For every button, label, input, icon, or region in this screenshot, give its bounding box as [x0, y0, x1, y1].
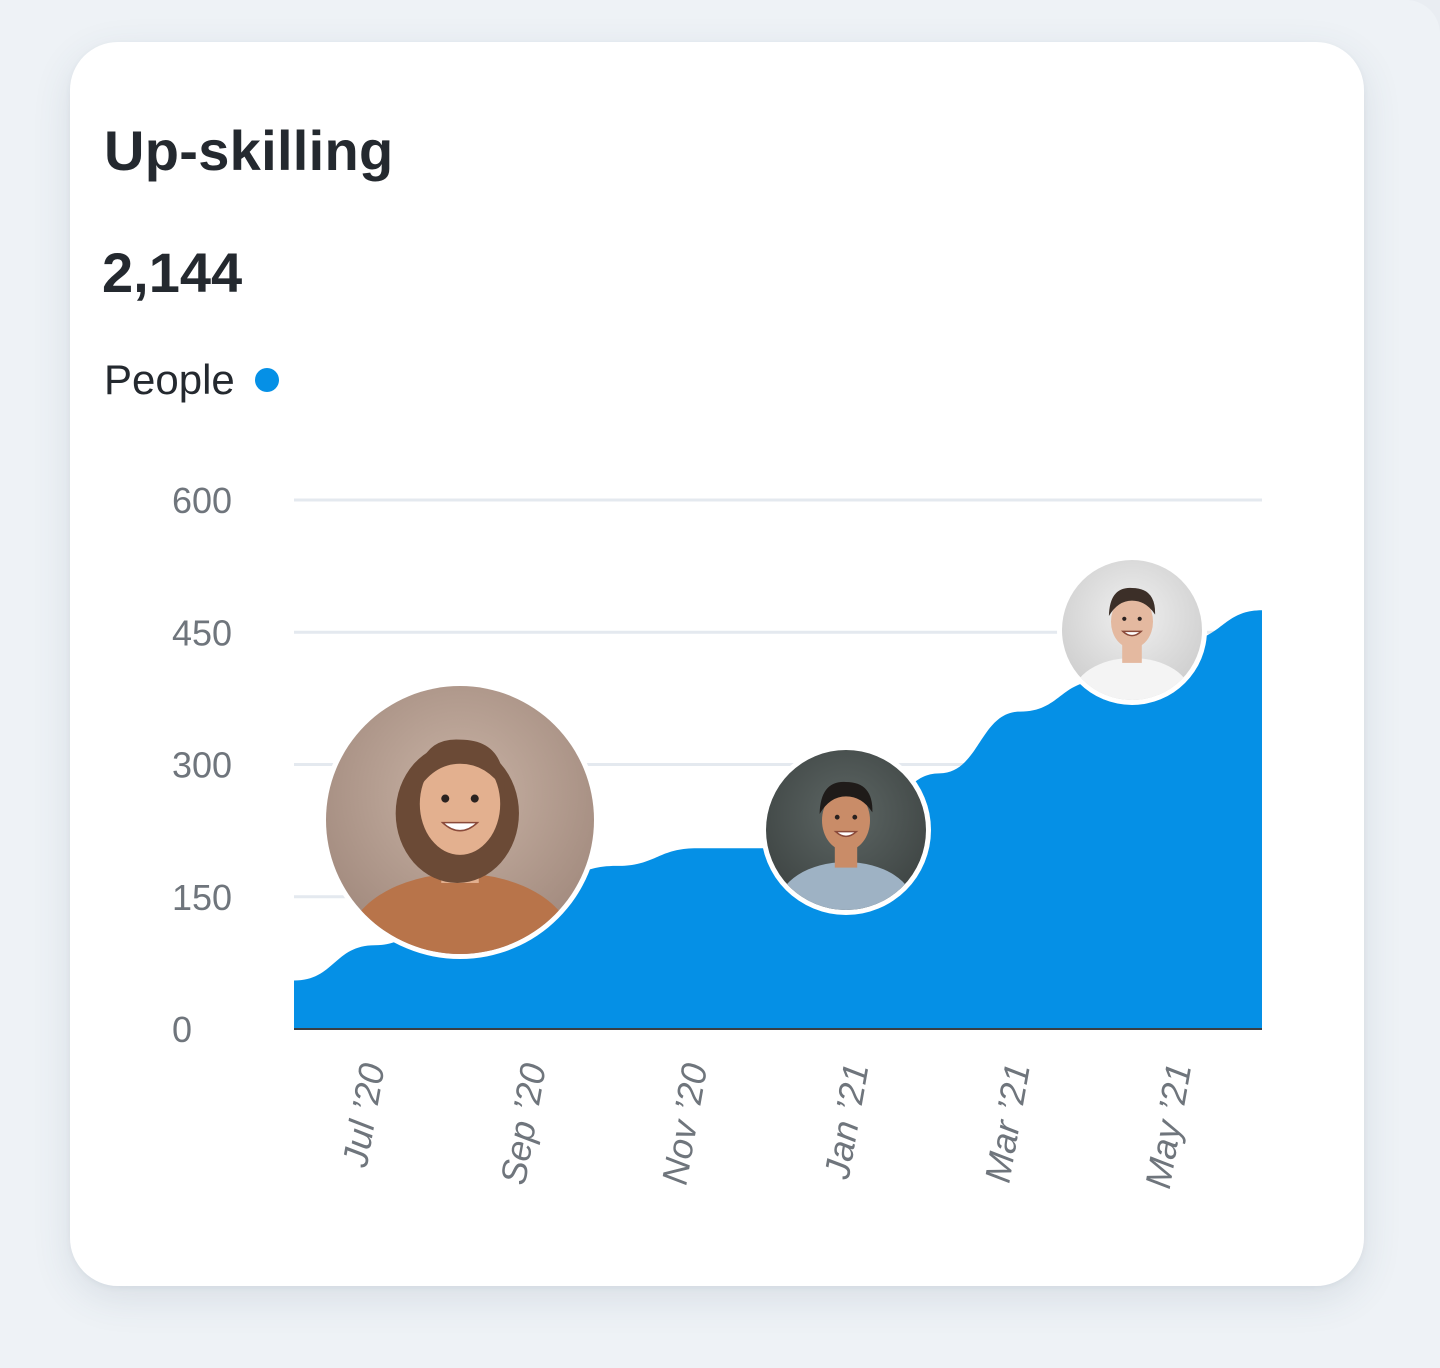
avatar-hair: [415, 739, 505, 794]
legend-label: People: [104, 356, 235, 403]
avatar-face: [822, 790, 870, 851]
avatar-shoulders: [346, 873, 574, 954]
avatar-eye-right: [852, 814, 858, 820]
legend: People: [104, 356, 279, 404]
avatar-photo: [1062, 560, 1202, 700]
x-tick-label-2021-03: Mar ’21: [977, 1060, 1038, 1185]
avatar-shoulders: [778, 862, 914, 910]
avatar-smile: [1120, 630, 1144, 637]
card-title: Up-skilling: [104, 119, 394, 182]
x-axis-ticks: Jul ’20 Sep ’20 Nov ’20 Jan ’21 Mar ’21 May ’…: [334, 1060, 1199, 1191]
avatar-face: [1111, 595, 1153, 649]
avatar-hair: [819, 781, 873, 814]
avatar-face: [419, 753, 501, 855]
avatar-photo: [326, 686, 594, 954]
avatar-photo: [766, 750, 926, 910]
x-tick-label-2020-09: Sep ’20: [492, 1060, 554, 1187]
avatar-man-plaid-shirt: [761, 745, 931, 915]
y-tick-label-300: 300: [172, 745, 232, 786]
x-tick-label-2020-07: Jul ’20: [334, 1060, 393, 1171]
avatar-woman: [321, 681, 599, 959]
avatar-eye-left: [441, 794, 450, 803]
avatar-man-smiling: [1057, 555, 1207, 705]
avatar-eye-right: [470, 794, 479, 803]
avatar-hair: [1108, 587, 1156, 616]
legend-dot-icon: [254, 368, 279, 392]
avatar-eye-left: [834, 814, 840, 820]
x-tick-label-2020-11: Nov ’20: [654, 1060, 716, 1187]
y-axis-ticks: 0 150 300 450 600: [172, 480, 232, 1050]
y-tick-label-0: 0: [172, 1009, 192, 1050]
avatar-eye-right: [1137, 616, 1142, 621]
x-tick-label-2021-05: May ’21: [1137, 1060, 1199, 1191]
total-count: 2,144: [102, 241, 243, 304]
avatar-shoulders: [1072, 658, 1192, 700]
avatar-smile: [833, 830, 859, 838]
avatar-eye-left: [1122, 616, 1127, 621]
y-tick-label-600: 600: [172, 480, 232, 521]
x-tick-label-2021-01: Jan ’21: [816, 1060, 877, 1182]
y-tick-label-450: 450: [172, 612, 232, 653]
avatar-smile: [440, 821, 480, 832]
y-tick-label-150: 150: [172, 877, 232, 918]
avatars: [321, 555, 1207, 959]
